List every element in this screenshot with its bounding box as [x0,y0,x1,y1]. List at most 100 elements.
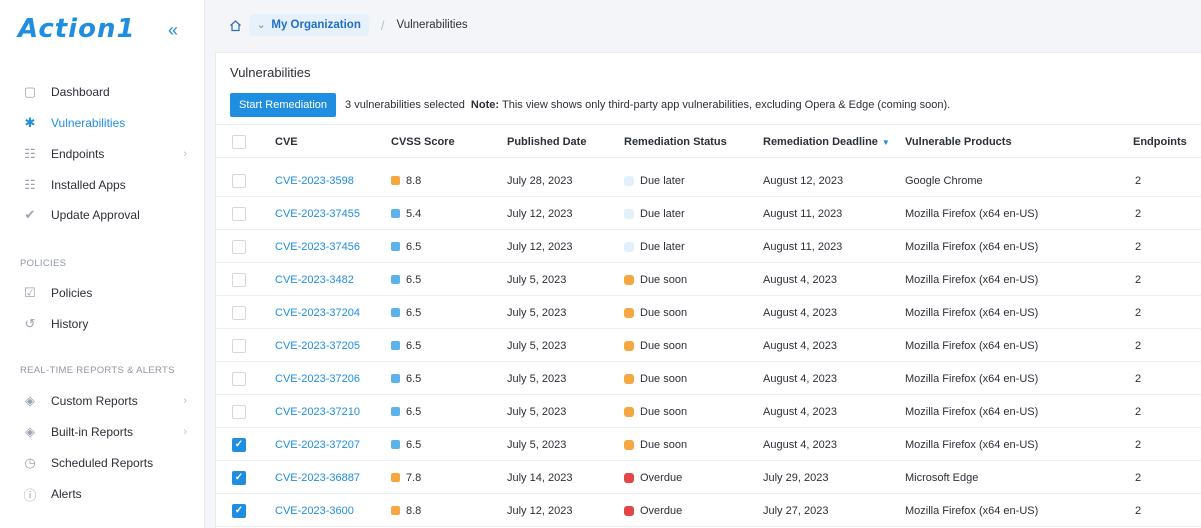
sidebar-item-scheduled-reports[interactable]: ◷ Scheduled Reports [0,448,205,478]
sidebar-item-built-in-reports[interactable]: ◈ Built-in Reports › [0,417,205,447]
cve-link[interactable]: CVE-2023-3482 [275,263,354,296]
sidebar-item-installed-apps[interactable]: ☷ Installed Apps [0,170,205,200]
checkbox[interactable] [232,371,246,386]
cve-link[interactable]: CVE-2023-37455 [275,197,360,230]
checkbox-checked[interactable]: ✓ [232,503,246,518]
cvss-score-text: 6.5 [406,372,422,385]
sidebar-item-policies[interactable]: ☑ Policies [0,278,205,308]
status-text: Due soon [640,339,688,352]
remediation-status: Due soon [624,362,687,395]
table-row[interactable]: ✓ CVE-2023-37207 6.5 July 5, 2023 Due soon Au… [216,428,1201,461]
published-date: July 12, 2023 [507,494,572,527]
sidebar-item-vulnerabilities[interactable]: ✱ Vulnerabilities [0,108,205,138]
cve-link-text[interactable]: CVE-2023-37455 [275,207,361,220]
checkbox[interactable] [232,239,246,254]
cve-link-text[interactable]: CVE-2023-3482 [275,273,354,286]
cve-link[interactable]: CVE-2023-37204 [275,296,360,329]
vulnerable-product: Microsoft Edge [905,461,978,494]
cve-link[interactable]: CVE-2023-36887 [275,461,360,494]
sidebar-item-history[interactable]: ↺ History [0,309,205,339]
checkbox-checked[interactable]: ✓ [232,470,246,485]
column-cve[interactable]: CVE [275,136,298,148]
checkbox[interactable] [232,305,246,320]
cve-link[interactable]: CVE-2023-37207 [275,428,360,461]
column-published-date[interactable]: Published Date [507,136,587,148]
published-date-text: July 5, 2023 [507,438,567,451]
row-checkbox[interactable] [232,164,246,197]
table-row[interactable]: CVE-2023-3482 6.5 July 5, 2023 Due soon Augu… [216,263,1201,296]
cve-link[interactable]: CVE-2023-37456 [275,230,360,263]
table-row[interactable]: ✓ CVE-2023-36887 7.8 July 14, 2023 Overdue Ju… [216,461,1201,494]
published-date-text: July 5, 2023 [507,372,567,385]
checkbox[interactable] [232,272,246,287]
select-all-checkbox[interactable] [232,125,246,159]
sidebar-item-dashboard[interactable]: ▢ Dashboard [0,77,205,107]
row-checkbox[interactable] [232,395,246,428]
checkbox[interactable] [232,173,246,188]
table-row[interactable]: CVE-2023-37210 6.5 July 5, 2023 Due soon Aug… [216,395,1201,428]
app-logo[interactable]: Action1 [18,14,136,44]
published-date: July 5, 2023 [507,362,566,395]
column-endpoints[interactable]: Endpoints [1133,136,1187,148]
table-row[interactable]: CVE-2023-37205 6.5 July 5, 2023 Due soon Aug… [216,329,1201,362]
published-date-text: July 12, 2023 [507,504,573,517]
sidebar-item-update-approval[interactable]: ✔ Update Approval [0,200,205,230]
cve-link[interactable]: CVE-2023-37205 [275,329,360,362]
sidebar-item-endpoints[interactable]: ☷ Endpoints › [0,139,205,169]
column-vulnerable-products[interactable]: Vulnerable Products [905,136,1012,148]
cve-link-text[interactable]: CVE-2023-37210 [275,405,361,418]
endpoints-count: 2 [1135,395,1141,428]
row-checkbox[interactable]: ✓ [232,494,246,527]
column-remediation-deadline[interactable]: Remediation Deadline ▼ [763,125,890,159]
cve-link-text[interactable]: CVE-2023-37456 [275,240,361,253]
cve-link-text[interactable]: CVE-2023-3600 [275,504,354,517]
remediation-deadline-text: August 4, 2023 [763,306,838,319]
cve-link-text[interactable]: CVE-2023-36887 [275,471,361,484]
vulnerable-product-text: Google Chrome [905,174,983,187]
remediation-status: Due soon [624,296,687,329]
cve-link-text[interactable]: CVE-2023-37206 [275,372,361,385]
sidebar-item-alerts[interactable]: ⓘ Alerts [0,479,205,509]
cve-link-text[interactable]: CVE-2023-37205 [275,339,361,352]
checkbox-checked[interactable]: ✓ [232,437,246,452]
cvss-score: 6.5 [391,362,421,395]
checkbox[interactable] [232,206,246,221]
row-checkbox[interactable] [232,197,246,230]
vulnerable-product: Mozilla Firefox (x64 en-US) [905,494,1038,527]
table-row[interactable]: CVE-2023-3598 8.8 July 28, 2023 Due later Au… [216,164,1201,197]
cve-link[interactable]: CVE-2023-37210 [275,395,360,428]
checkbox[interactable] [232,338,246,353]
row-checkbox[interactable] [232,329,246,362]
row-checkbox[interactable]: ✓ [232,428,246,461]
history-icon: ↺ [24,316,36,331]
column-remediation-status[interactable]: Remediation Status [624,136,727,148]
cve-link[interactable]: CVE-2023-3598 [275,164,354,197]
row-checkbox[interactable] [232,362,246,395]
table-row[interactable]: CVE-2023-37204 6.5 July 5, 2023 Due soon Aug… [216,296,1201,329]
table-row[interactable]: CVE-2023-37206 6.5 July 5, 2023 Due soon Aug… [216,362,1201,395]
sidebar-item-custom-reports[interactable]: ◈ Custom Reports › [0,386,205,416]
endpoints-count-text: 2 [1135,438,1142,451]
vulnerable-product-text: Mozilla Firefox (x64 en-US) [905,306,1039,319]
table-row[interactable]: CVE-2023-37456 6.5 July 12, 2023 Due later A… [216,230,1201,263]
cve-link-text[interactable]: CVE-2023-37204 [275,306,361,319]
cve-link-text[interactable]: CVE-2023-3598 [275,174,354,187]
cve-link[interactable]: CVE-2023-3600 [275,494,354,527]
sort-desc-icon[interactable]: ▼ [881,137,890,147]
row-checkbox[interactable] [232,230,246,263]
topbar: ⌄ My Organization / Vulnerabilities [205,0,1201,48]
double-chevron-left-icon[interactable]: « [168,20,179,40]
checkbox[interactable] [232,404,246,419]
cve-link[interactable]: CVE-2023-37206 [275,362,360,395]
home-icon[interactable] [227,17,243,33]
row-checkbox[interactable] [232,296,246,329]
check-badge-icon: ✔ [24,207,36,222]
table-row[interactable]: ✓ CVE-2023-3600 8.8 July 12, 2023 Overdue Jul… [216,494,1201,527]
cve-link-text[interactable]: CVE-2023-37207 [275,438,361,451]
row-checkbox[interactable]: ✓ [232,461,246,494]
org-selector[interactable]: ⌄ My Organization [249,14,369,36]
start-remediation-button[interactable]: Start Remediation [230,93,337,117]
column-cvss-score[interactable]: CVSS Score [391,136,455,148]
table-row[interactable]: CVE-2023-37455 5.4 July 12, 2023 Due later A… [216,197,1201,230]
row-checkbox[interactable] [232,263,246,296]
